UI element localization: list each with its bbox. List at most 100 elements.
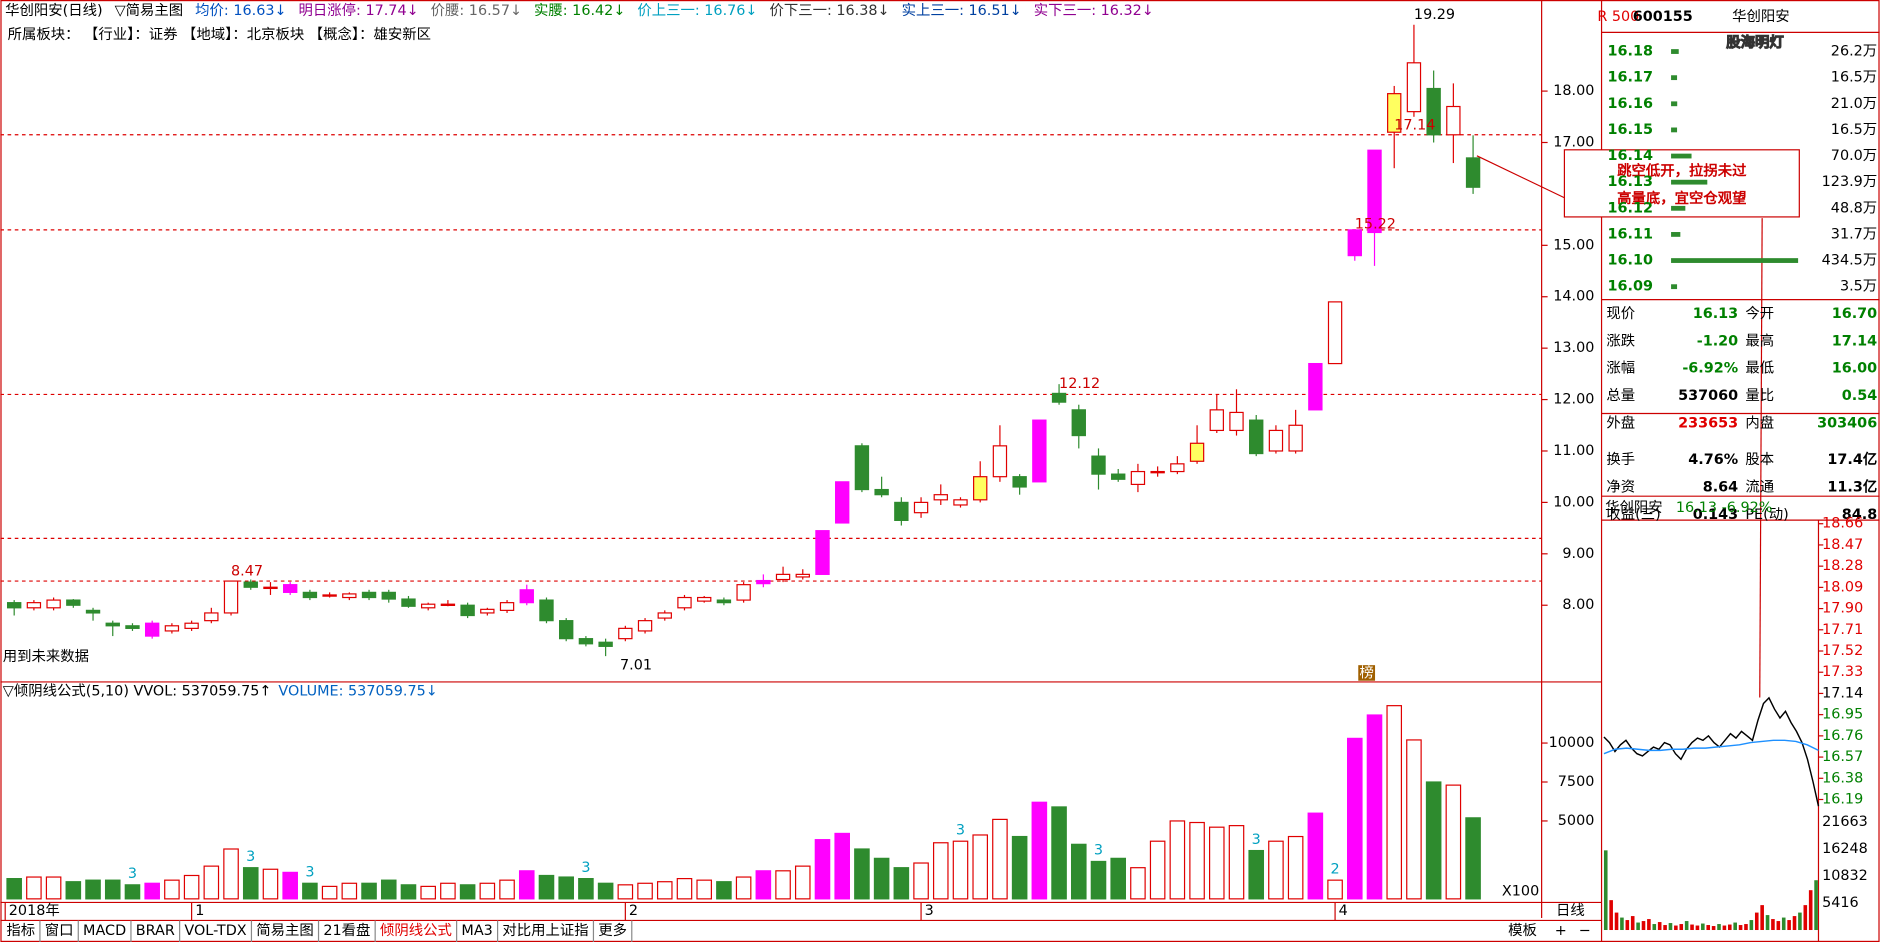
mini-volume-bar	[1771, 919, 1775, 931]
candle-body	[1347, 229, 1362, 257]
candle-body	[539, 599, 554, 622]
candle-body	[302, 591, 318, 599]
candle-body	[1111, 473, 1126, 480]
candle-body	[6, 602, 22, 609]
mini-title: 16.13 -6.92%	[1676, 500, 1773, 516]
volume-bar	[341, 882, 358, 900]
candle-body	[1189, 442, 1205, 462]
quote-value: 16.13	[1693, 306, 1738, 322]
candle-body	[578, 638, 594, 645]
volume-bar	[1465, 817, 1481, 900]
candle-body	[1268, 429, 1284, 452]
volume-bar	[992, 818, 1008, 900]
y-tick-label: 10.00	[1553, 494, 1594, 510]
volume-tick-label: 5000	[1558, 813, 1595, 829]
volume-bar	[45, 876, 62, 900]
candle-body	[26, 602, 42, 609]
candle-body	[1387, 93, 1402, 133]
book-price: 16.12	[1608, 200, 1653, 216]
period-label: 日线	[1556, 902, 1585, 919]
tab-label[interactable]: 21看盘	[323, 921, 370, 939]
mini-volume-bar	[1749, 920, 1754, 931]
mini-volume-bar	[1647, 919, 1651, 931]
annotation-text: 高量底，宜空仓观望	[1617, 189, 1746, 207]
candle-body	[697, 596, 712, 602]
quote-label: 量比	[1745, 387, 1774, 404]
candle-body	[1209, 409, 1224, 432]
mini-volume-bar	[1690, 924, 1694, 931]
tab-label[interactable]: 窗口	[45, 921, 74, 939]
quote-value: 8.64	[1703, 480, 1738, 496]
volume-bar	[65, 881, 82, 900]
candle-body	[756, 579, 771, 585]
annotation-pointer	[1476, 155, 1565, 199]
candle-body	[243, 581, 258, 588]
tab-label[interactable]: MACD	[83, 923, 126, 939]
tab-label[interactable]: MA3	[461, 923, 492, 939]
mini-volume-bar	[1609, 900, 1613, 931]
y-tick-label: 13.00	[1553, 340, 1594, 356]
candle-body	[184, 622, 199, 629]
quote-value: 16.00	[1832, 361, 1877, 377]
mini-volume-bar	[1738, 925, 1743, 931]
volume-bar	[854, 848, 870, 900]
tab-label[interactable]: 更多	[598, 922, 627, 939]
mini-volume-bar	[1706, 925, 1711, 931]
book-price: 16.09	[1608, 279, 1653, 295]
volume-bar	[183, 874, 200, 900]
date-label: 3	[925, 903, 934, 919]
mini-tick-label: 16.76	[1822, 728, 1863, 744]
volume-bar	[637, 882, 653, 900]
volume-bar	[913, 862, 929, 900]
mini-volume-bar	[1803, 905, 1808, 931]
badge-bg	[1606, 4, 1631, 29]
candle-body	[223, 580, 239, 614]
volume-bar	[952, 840, 969, 900]
r-badge: R 500	[1597, 9, 1639, 25]
tab-label[interactable]: 简易主图	[256, 922, 313, 939]
quote-label: 涨跌	[1606, 332, 1635, 349]
candle-body	[1446, 105, 1461, 136]
price-label: 17.14	[1394, 118, 1435, 134]
mini-tick-label: 16.95	[1822, 707, 1863, 723]
quote-label: 最低	[1745, 360, 1774, 377]
book-volume: 16.5万	[1831, 70, 1877, 86]
mini-volume-bar	[1814, 880, 1818, 931]
volume-bar	[656, 881, 673, 900]
quote-value: 0.143	[1693, 507, 1738, 523]
volume-bar	[262, 868, 279, 900]
tab-label[interactable]: 指标	[6, 922, 35, 939]
mini-volume-bar	[1684, 921, 1689, 931]
candle-body	[1229, 411, 1244, 432]
tab-label[interactable]: VOL-TDX	[184, 923, 246, 939]
quote-label: 总量	[1606, 387, 1635, 404]
book-bar	[1671, 205, 1686, 211]
tab-label[interactable]: 倾阴线公式	[380, 922, 452, 939]
mini-tick-label: 17.90	[1822, 601, 1863, 617]
template-tab[interactable]: 模板	[1508, 921, 1537, 939]
volume-tick-label: 7500	[1558, 774, 1595, 790]
volume-bar	[696, 879, 712, 900]
volume-bar	[1406, 739, 1422, 900]
date-label: 2	[629, 903, 638, 919]
candle-body	[854, 445, 870, 491]
volume-bar	[578, 878, 594, 900]
candle-body	[204, 612, 219, 622]
mini-vtick-label: 16248	[1822, 841, 1868, 857]
volume-bar	[1189, 821, 1205, 900]
annotation-pointer	[1759, 218, 1763, 698]
zoom-button[interactable]: +	[1555, 923, 1567, 939]
tab-label[interactable]: BRAR	[136, 923, 175, 939]
book-bar	[1671, 232, 1681, 237]
candle-body	[519, 589, 534, 604]
volume-bar	[617, 884, 634, 900]
note-left: 用到未来数据	[3, 648, 89, 665]
book-volume: 70.0万	[1831, 148, 1877, 164]
candle-body	[559, 620, 574, 640]
tab-label[interactable]: 对比用上证指	[502, 922, 588, 939]
volume-bar	[1386, 705, 1403, 900]
book-volume: 123.9万	[1822, 174, 1878, 190]
mini-volume-bar	[1674, 925, 1678, 931]
zoom-button[interactable]: −	[1579, 923, 1591, 939]
book-bar	[1671, 284, 1678, 290]
